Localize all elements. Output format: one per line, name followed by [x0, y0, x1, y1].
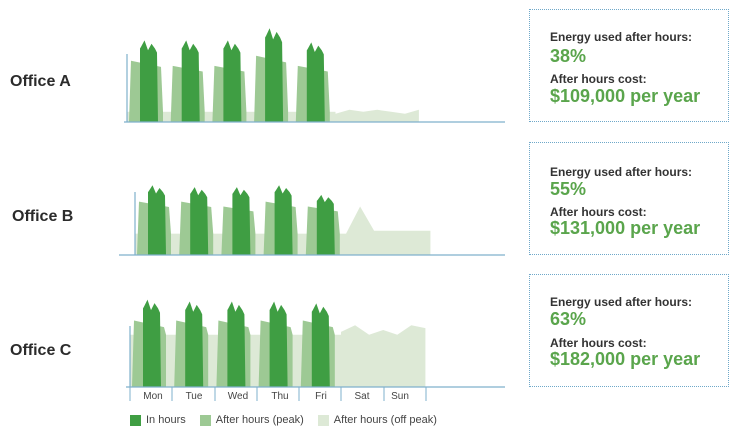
in-hours-area [270, 302, 288, 388]
in-hours-area [317, 195, 335, 255]
energy-used-label: Energy used after hours: [550, 30, 692, 44]
energy-used-value: 63% [550, 309, 586, 330]
energy-used-label: Energy used after hours: [550, 295, 692, 309]
day-label-tue: Tue [186, 391, 203, 402]
legend-label-after-peak: After hours (peak) [216, 414, 304, 426]
stat-box-office-c: Energy used after hours: 63% After hours… [529, 274, 729, 387]
day-label-sun: Sun [391, 391, 409, 402]
cost-label: After hours cost: [550, 336, 647, 350]
in-hours-area [190, 187, 208, 255]
stat-box-office-b: Energy used after hours: 55% After hours… [529, 142, 729, 255]
in-hours-area [265, 28, 283, 122]
stat-box-office-a: Energy used after hours: 38% After hours… [529, 9, 729, 122]
cost-value: $131,000 per year [550, 218, 700, 239]
weekend-offpeak-area [346, 207, 430, 256]
cost-value: $182,000 per year [550, 349, 700, 370]
day-label-wed: Wed [228, 391, 248, 402]
energy-used-value: 38% [550, 46, 586, 67]
chart-legend: In hours After hours (peak) After hours … [130, 414, 451, 426]
cost-label: After hours cost: [550, 205, 647, 219]
energy-used-value: 55% [550, 179, 586, 200]
weekend-offpeak-area [336, 110, 419, 122]
in-hours-area [182, 40, 200, 122]
in-hours-area [143, 300, 161, 387]
in-hours-area [275, 185, 293, 255]
in-hours-area [140, 40, 158, 122]
in-hours-area [312, 303, 330, 387]
legend-item-after-peak: After hours (peak) [200, 414, 304, 426]
day-label-fri: Fri [315, 391, 327, 402]
legend-swatch-in-hours [130, 415, 141, 426]
in-hours-area [148, 185, 166, 255]
day-label-mon: Mon [143, 391, 162, 402]
in-hours-area [227, 302, 245, 388]
in-hours-area [185, 302, 203, 388]
cost-label: After hours cost: [550, 72, 647, 86]
energy-used-label: Energy used after hours: [550, 165, 692, 179]
day-label-thu: Thu [271, 391, 288, 402]
legend-swatch-after-peak [200, 415, 211, 426]
in-hours-area [232, 187, 250, 255]
legend-item-in-hours: In hours [130, 414, 186, 426]
legend-label-after-offpeak: After hours (off peak) [334, 414, 437, 426]
in-hours-area [223, 40, 241, 122]
legend-swatch-after-offpeak [318, 415, 329, 426]
weekend-offpeak-area [341, 325, 425, 387]
legend-item-after-offpeak: After hours (off peak) [318, 414, 437, 426]
in-hours-area [307, 42, 325, 122]
day-label-sat: Sat [354, 391, 369, 402]
legend-label-in-hours: In hours [146, 414, 186, 426]
cost-value: $109,000 per year [550, 86, 700, 107]
